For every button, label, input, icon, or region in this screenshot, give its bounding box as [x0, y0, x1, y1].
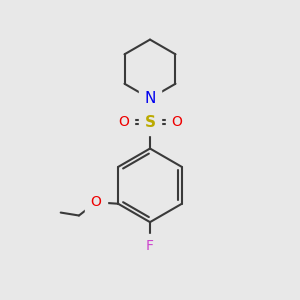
Text: N: N: [144, 91, 156, 106]
Text: F: F: [146, 239, 154, 253]
Text: O: O: [118, 115, 129, 129]
Text: O: O: [171, 115, 182, 129]
Text: S: S: [145, 115, 155, 130]
Text: O: O: [91, 195, 101, 209]
